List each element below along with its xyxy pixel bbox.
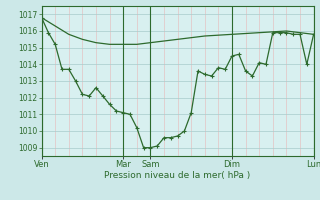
X-axis label: Pression niveau de la mer( hPa ): Pression niveau de la mer( hPa )	[104, 171, 251, 180]
